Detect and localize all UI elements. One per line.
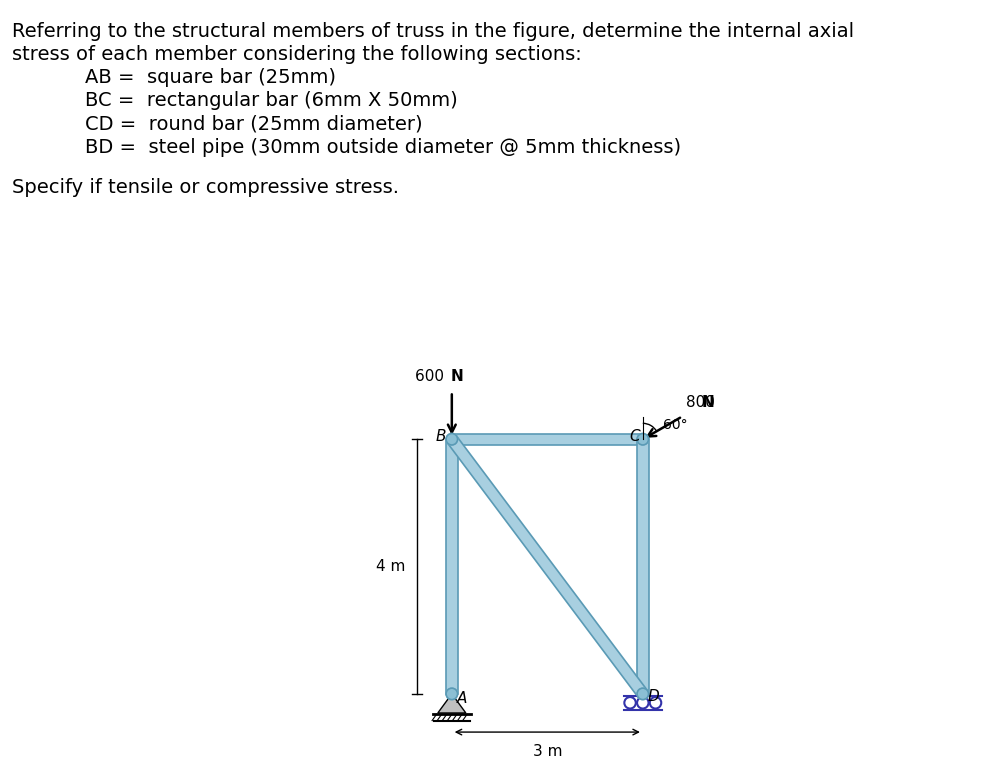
Text: 800: 800	[685, 395, 719, 410]
Text: C: C	[629, 429, 640, 444]
Text: 4 m: 4 m	[375, 559, 405, 574]
Circle shape	[445, 434, 457, 445]
Polygon shape	[451, 434, 642, 445]
Polygon shape	[446, 436, 647, 697]
Text: 600: 600	[414, 369, 448, 384]
Text: 3 m: 3 m	[532, 744, 562, 758]
Polygon shape	[437, 694, 465, 713]
Text: stress of each member considering the following sections:: stress of each member considering the fo…	[12, 45, 581, 64]
Circle shape	[445, 688, 457, 700]
Text: BD =  steel pipe (30mm outside diameter @ 5mm thickness): BD = steel pipe (30mm outside diameter @…	[85, 138, 681, 157]
Circle shape	[637, 434, 648, 445]
Text: N: N	[450, 369, 462, 384]
Text: BC =  rectangular bar (6mm X 50mm): BC = rectangular bar (6mm X 50mm)	[85, 91, 457, 111]
Text: Specify if tensile or compressive stress.: Specify if tensile or compressive stress…	[12, 178, 398, 197]
Text: 60°: 60°	[663, 418, 687, 432]
Text: D: D	[647, 689, 658, 704]
Text: A: A	[456, 692, 466, 707]
Text: N: N	[701, 395, 713, 410]
Text: CD =  round bar (25mm diameter): CD = round bar (25mm diameter)	[85, 114, 422, 134]
Polygon shape	[637, 439, 648, 694]
Text: AB =  square bar (25mm): AB = square bar (25mm)	[85, 68, 336, 87]
Text: B: B	[434, 429, 445, 444]
Text: Referring to the structural members of truss in the figure, determine the intern: Referring to the structural members of t…	[12, 22, 854, 41]
Circle shape	[637, 688, 648, 700]
Polygon shape	[445, 439, 457, 694]
